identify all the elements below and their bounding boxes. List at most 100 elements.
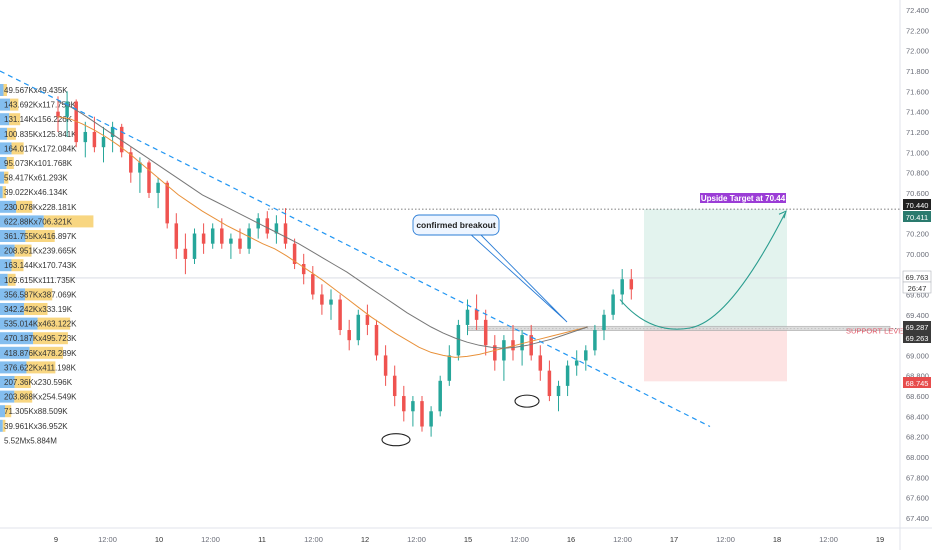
volume-profile-label: 207.36Kx230.596K bbox=[4, 378, 73, 387]
volume-profile-label: 208.951Kx239.665K bbox=[4, 247, 77, 256]
volume-buy-bar bbox=[0, 405, 6, 418]
volume-sell-bar bbox=[7, 127, 16, 140]
candle-body bbox=[565, 365, 570, 386]
candle-body bbox=[311, 274, 315, 295]
candle-body bbox=[147, 162, 151, 193]
upside-target-label: Upside Target at 70.44 bbox=[701, 194, 786, 203]
price-badge-text: 70.411 bbox=[906, 213, 928, 222]
volume-profile-label: 203.868Kx254.549K bbox=[4, 393, 77, 402]
candle-body bbox=[101, 137, 106, 148]
volume-buy-bar bbox=[0, 259, 12, 272]
x-tick-label: 9 bbox=[54, 535, 58, 544]
volume-buy-bar bbox=[0, 303, 25, 315]
volume-profile-label: 100.835Kx125.841K bbox=[4, 130, 77, 139]
y-tick-label: 68.000 bbox=[906, 453, 929, 462]
price-badge-text: 69.287 bbox=[906, 323, 929, 332]
candle-body bbox=[511, 340, 515, 351]
candle-body bbox=[338, 299, 342, 331]
volume-buy-bar bbox=[0, 98, 11, 111]
x-tick-label: 17 bbox=[670, 535, 678, 544]
volume-buy-bar bbox=[0, 230, 26, 242]
y-tick-label: 67.600 bbox=[906, 494, 929, 503]
price-badge-text: 68.745 bbox=[906, 379, 929, 388]
callout-box bbox=[412, 214, 500, 236]
volume-buy-bar bbox=[0, 200, 17, 213]
volume-sell-bar bbox=[7, 273, 16, 286]
volume-sell-bar bbox=[2, 186, 6, 199]
volume-profile-label: 49.567Kx49.435K bbox=[4, 86, 68, 95]
candle-body bbox=[56, 111, 60, 117]
y-tick-label: 71.400 bbox=[906, 108, 929, 117]
volume-sell-bar bbox=[6, 157, 14, 169]
y-tick-label: 72.000 bbox=[906, 47, 929, 56]
callout-text: confirmed breakout bbox=[416, 220, 496, 230]
low-circle-1 bbox=[381, 433, 411, 447]
x-tick-label: 12:00 bbox=[613, 535, 632, 544]
volume-buy-bar bbox=[0, 113, 10, 126]
volume-sell-bar bbox=[14, 376, 31, 388]
x-tick-label: 12:00 bbox=[510, 535, 529, 544]
price-badge-text: 70.440 bbox=[906, 201, 929, 210]
candle-body bbox=[438, 380, 442, 412]
y-tick-label: 71.200 bbox=[906, 128, 929, 137]
volume-sell-bar bbox=[26, 361, 56, 374]
candle-body bbox=[110, 126, 115, 138]
volume-sell-bar bbox=[14, 390, 33, 403]
candle-body bbox=[301, 264, 306, 275]
volume-buy-bar bbox=[0, 157, 7, 169]
candle-body bbox=[556, 385, 561, 397]
volume-buy-bar bbox=[0, 244, 15, 257]
volume-buy-bar bbox=[0, 273, 8, 286]
volume-profile-label: 376.622Kx411.198K bbox=[4, 363, 77, 372]
volume-sell-bar bbox=[10, 98, 19, 111]
upside-target-bg bbox=[700, 193, 786, 203]
candle-body bbox=[593, 330, 597, 351]
volume-buy-bar bbox=[0, 215, 44, 228]
volume-profile-label: 143.692Kx117.759K bbox=[4, 101, 77, 110]
candle-body bbox=[210, 228, 215, 244]
price-badge-bg bbox=[903, 199, 931, 210]
volume-buy-bar bbox=[0, 84, 4, 96]
candle-body bbox=[274, 223, 279, 234]
x-tick-label: 12:00 bbox=[201, 535, 220, 544]
volume-buy-bar bbox=[0, 390, 15, 403]
candle-body bbox=[229, 238, 233, 244]
volume-profile-label: 361.755Kx416.897K bbox=[4, 232, 77, 241]
candle-body bbox=[392, 375, 397, 397]
projection-curve bbox=[619, 212, 786, 330]
y-tick-label: 67.800 bbox=[906, 473, 929, 482]
candle-body bbox=[365, 314, 370, 325]
y-tick-label: 70.600 bbox=[906, 189, 929, 198]
y-tick-label: 69.400 bbox=[906, 311, 929, 320]
candle-body bbox=[465, 309, 470, 325]
volume-buy-bar bbox=[0, 142, 12, 155]
price-badge-bg bbox=[903, 211, 931, 222]
volume-sell-bar bbox=[4, 171, 9, 184]
volume-profile-label: 39.022Kx46.134K bbox=[4, 188, 68, 197]
y-tick-label: 70.200 bbox=[906, 230, 929, 239]
volume-buy-bar bbox=[0, 376, 15, 388]
low-circle-2 bbox=[514, 394, 540, 408]
candle-body bbox=[247, 228, 251, 249]
y-tick-label: 71.800 bbox=[906, 67, 929, 76]
support-level-label: SUPPORT LEVEL bbox=[846, 327, 907, 336]
candle-body bbox=[119, 126, 124, 153]
x-tick-label: 15 bbox=[464, 535, 472, 544]
candle-body bbox=[329, 299, 333, 305]
candle-body bbox=[165, 182, 169, 224]
y-tick-label: 71.000 bbox=[906, 148, 929, 157]
price-badge: 69.763 bbox=[902, 270, 932, 283]
target-zone bbox=[644, 209, 787, 329]
volume-profile-label: 418.876Kx478.289K bbox=[4, 349, 77, 358]
candle-body bbox=[493, 345, 497, 361]
candle-body bbox=[411, 401, 415, 412]
price-badge: 70.411 bbox=[903, 211, 931, 222]
volume-profile-label: 470.187Kx495.723K bbox=[4, 334, 77, 343]
candle-body bbox=[629, 279, 634, 290]
x-tick-label: 18 bbox=[773, 535, 781, 544]
x-tick-label: 11 bbox=[258, 535, 266, 544]
candle-body bbox=[220, 228, 224, 244]
x-tick-label: 12:00 bbox=[716, 535, 735, 544]
